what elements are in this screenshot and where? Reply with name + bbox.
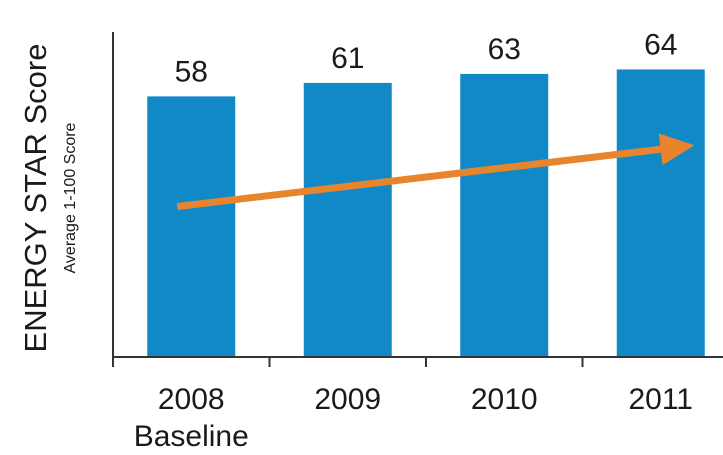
data-label-2008: 58 bbox=[175, 55, 208, 88]
data-label-2009: 61 bbox=[331, 42, 364, 75]
x-tick-sublabel-2008: Baseline bbox=[134, 420, 249, 453]
bar-2009 bbox=[303, 82, 392, 357]
data-labels-group: 58 61 63 64 bbox=[175, 28, 678, 88]
x-tick-label-2011: 2011 bbox=[628, 383, 693, 416]
x-tick-label-2009: 2009 bbox=[314, 383, 381, 416]
bar-2010 bbox=[460, 73, 549, 358]
data-label-2010: 63 bbox=[488, 33, 521, 66]
x-tick-label-2010: 2010 bbox=[471, 383, 538, 416]
y-axis-subtitle: Average 1-100 Score bbox=[62, 122, 79, 273]
x-tick-labels-group: 2008 Baseline 2009 2010 2011 bbox=[134, 383, 693, 453]
y-axis-title: ENERGY STAR Score bbox=[18, 44, 53, 353]
bar-2008 bbox=[147, 96, 236, 358]
x-tick-label-2008: 2008 bbox=[158, 383, 225, 416]
data-label-2011: 64 bbox=[644, 28, 677, 61]
y-axis-title-group: ENERGY STAR Score Average 1-100 Score bbox=[18, 44, 79, 353]
bar-2011 bbox=[616, 69, 705, 357]
bars-group bbox=[147, 69, 705, 358]
trend-arrow bbox=[176, 133, 695, 210]
x-ticks-group bbox=[112, 357, 584, 367]
